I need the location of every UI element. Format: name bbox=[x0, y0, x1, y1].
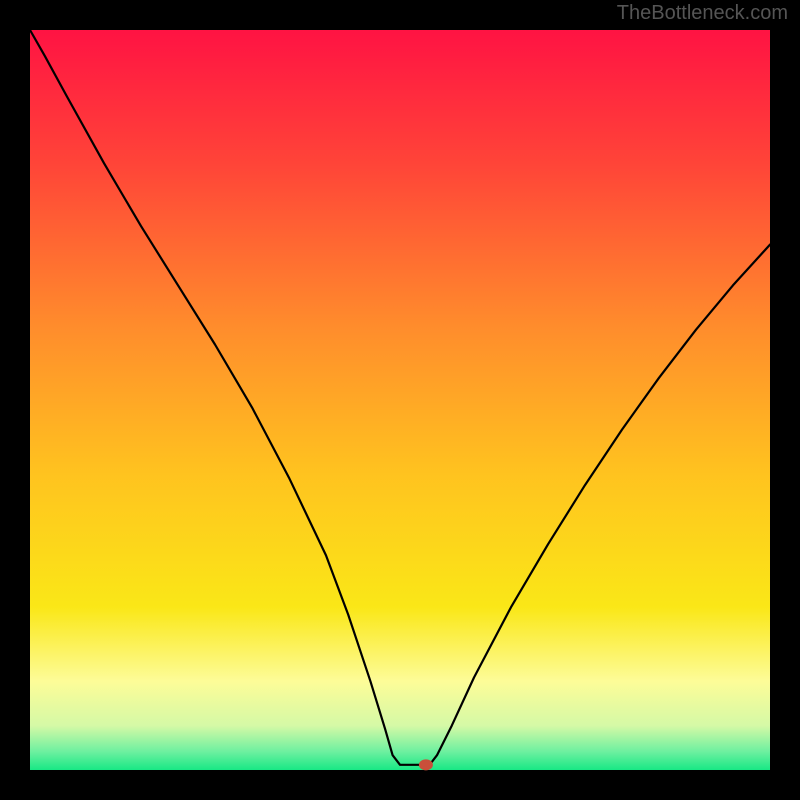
chart-container: TheBottleneck.com bbox=[0, 0, 800, 800]
minimum-marker bbox=[419, 760, 432, 770]
bottleneck-chart bbox=[0, 0, 800, 800]
watermark-text: TheBottleneck.com bbox=[617, 2, 788, 25]
plot-background bbox=[30, 30, 770, 770]
